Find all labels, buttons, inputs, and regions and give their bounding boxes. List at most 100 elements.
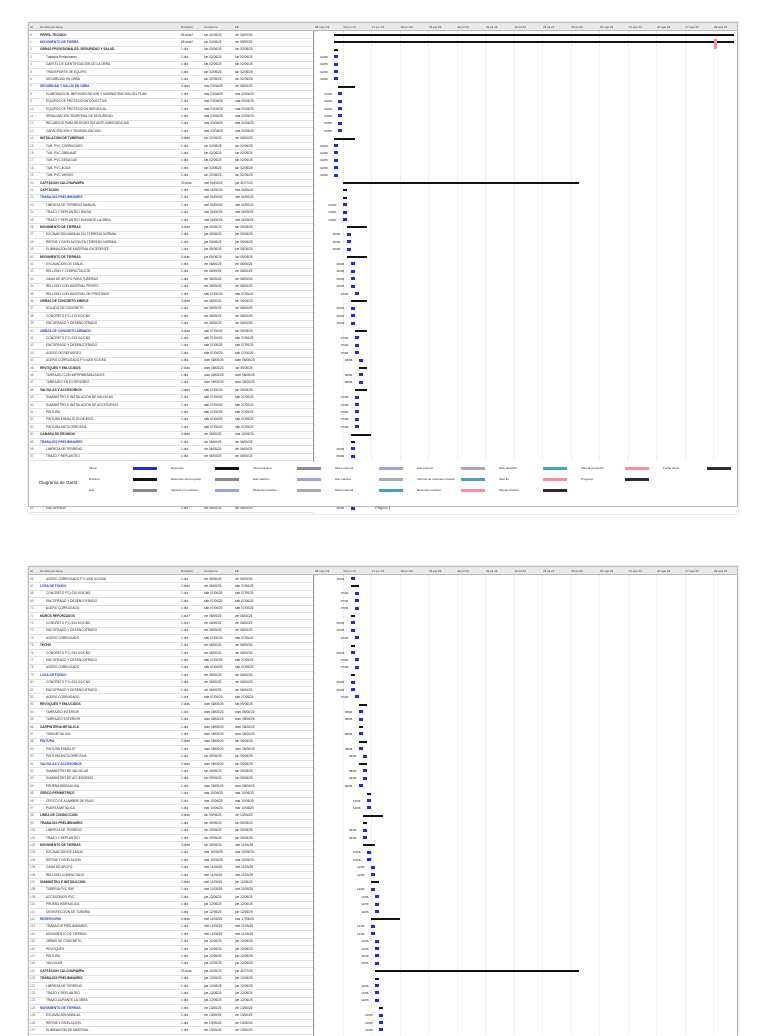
summary-bar[interactable] [350, 585, 359, 588]
summary-bar[interactable] [342, 189, 347, 192]
task-bar[interactable] [375, 954, 380, 958]
task-bar[interactable] [350, 688, 355, 691]
task-bar[interactable] [342, 203, 347, 207]
summary-bar[interactable] [358, 367, 367, 369]
summary-bar[interactable] [371, 918, 400, 921]
task-row[interactable]: 10 EQUIPOS DE PROTECCION INDIVIDUAL 1 día m… [29, 105, 313, 114]
task-bar[interactable] [375, 902, 380, 906]
task-row[interactable]: 29 ELIMINACION DE MATERIAL EXCEDENTE 1 día… [29, 246, 313, 254]
task-bar[interactable] [338, 99, 343, 103]
summary-bar[interactable] [334, 137, 355, 140]
task-bar[interactable] [362, 754, 367, 758]
task-row[interactable]: 47 TARRAJEO EN EXTERIORES 1 día dom 08/06/2… [29, 379, 313, 388]
summary-bar[interactable] [358, 703, 367, 706]
task-row[interactable]: 115 OBRAS DE CONCRETO 1 día jue 12/06/25 jue… [29, 938, 313, 946]
task-bar[interactable] [334, 77, 339, 81]
task-row[interactable]: 2 OBRAS PROVISIONALES, SEGURIDAD Y SALUD 1… [29, 46, 313, 55]
task-bar[interactable] [366, 850, 371, 854]
task-bar[interactable] [354, 606, 359, 610]
task-row[interactable]: 35 RELLENO CON MATERIAL DE PRESTAMO 1 día s… [29, 290, 313, 299]
task-row[interactable]: 15 TUB. PVC CORRUGADO 1 día lun 02/06/25 lun… [29, 142, 313, 151]
task-row[interactable]: 71 MUROS REFORZADOS 1 día? vie 06/06/25 vie … [29, 612, 313, 621]
task-row[interactable]: 81 ENCOFRADO Y DESENCOFRADO 1 día vie 06/06… [29, 686, 313, 695]
task-bar[interactable] [354, 591, 359, 595]
task-row[interactable]: 88 PINTURA 2 días dom 08/06/25 lun 09/06/25 [29, 738, 313, 747]
task-row[interactable]: 124 MOVIMIENTO DE TIERRAS 1 día vie 13/06/2… [29, 1004, 313, 1013]
task-bar[interactable] [350, 577, 355, 580]
task-row[interactable]: 43 ACERO DE REFUERZO 1 día sáb 07/06/25 sáb … [29, 349, 313, 358]
task-bar[interactable] [354, 636, 359, 640]
task-bar[interactable] [362, 828, 367, 832]
task-row[interactable]: 93 SUMINISTRO DE ACCESORIOS 1 día lun 09/06… [29, 775, 313, 784]
task-row[interactable]: 8 ELABORACION, IMPLEMENTACION Y ADMINISTR… [29, 90, 313, 99]
task-row[interactable]: 91 VALVULAS Y ACCESORIOS 2 días dom 08/06/2… [29, 760, 313, 769]
task-bar[interactable] [375, 998, 380, 1002]
summary-bar[interactable] [371, 881, 380, 884]
task-row[interactable]: 69 ENCOFRADO Y DESENCOFRADO 1 día sáb 07/06… [29, 597, 313, 606]
task-row[interactable]: 70 ACERO CORRUGADO 1 día sáb 07/06/25 sáb 07… [29, 605, 313, 613]
task-row[interactable]: 100 LIMPIEZA DE TERRENO 1 día lun 09/06/25 l… [29, 827, 313, 835]
task-bar[interactable] [366, 858, 371, 862]
task-bar[interactable] [371, 873, 376, 876]
task-row[interactable]: 27 EXCAVACION MANUAL EN TERRENO NORMAL 1 d… [29, 231, 313, 240]
task-bar[interactable] [358, 380, 363, 384]
task-bar[interactable] [350, 277, 355, 281]
task-row[interactable]: 105 CAMA DE APOYO 1 día mié 11/06/25 mié 11/… [29, 864, 313, 872]
task-row[interactable]: 1 MOVIMIENTO DE TIERRA 85 días? lun 02/06/2… [29, 38, 313, 47]
task-row[interactable]: 20 CAPTACION CALCHAPAMPA 33 días mié 04/06/… [29, 179, 313, 188]
task-bar[interactable] [379, 1013, 384, 1017]
task-row[interactable]: 39 ENCOFRADO Y DESENCOFRADO 1 día vie 06/06… [29, 320, 313, 328]
task-row[interactable]: 30 MOVIMIENTO DE TIERRAS 3 días jue 05/06/2… [29, 253, 313, 262]
task-bar[interactable] [334, 158, 339, 162]
task-bar[interactable] [350, 314, 355, 318]
task-bar[interactable] [334, 55, 339, 59]
task-bar[interactable] [354, 410, 359, 414]
task-bar[interactable] [354, 695, 359, 699]
task-row[interactable]: 98 LINEA DE CONDUCCION 4 días lun 09/06/25 v… [29, 812, 313, 821]
task-row[interactable]: 84 TARRAJEO INTERIOR 1 día dom 08/06/25 dom … [29, 708, 313, 717]
summary-bar[interactable] [358, 726, 363, 728]
task-row[interactable]: 55 TRABAJOS PRELIMINARES 1 día vie 06/06/25… [29, 438, 313, 447]
task-row[interactable]: 103 EXCAVACION DE ZANJA 1 día mar 10/06/25 m… [29, 849, 313, 858]
task-bar[interactable] [354, 292, 359, 295]
summary-bar[interactable] [334, 41, 734, 44]
task-bar[interactable] [354, 395, 359, 399]
summary-bar[interactable] [350, 433, 371, 436]
task-bar[interactable] [379, 1028, 384, 1032]
task-row[interactable]: 68 CONCRETO F'C=210 KG/CM2 1 día sáb 07/06/… [29, 590, 313, 599]
task-row[interactable]: 22 TRABAJOS PRELIMINARES 1 día mié 04/06/25… [29, 194, 313, 203]
task-row[interactable]: 46 TARRAJEO CON IMPERMEABILIZANTE 1 día dom… [29, 371, 313, 380]
task-row[interactable]: 123 TRAZO DURANTE LA OBRA 1 día jue 12/06/2… [29, 997, 313, 1006]
task-bar[interactable] [350, 262, 355, 266]
task-row[interactable]: 18 TUB. PVC AGUA 1 día lun 02/06/25 lun 02/0… [29, 164, 313, 173]
summary-bar[interactable] [362, 814, 384, 817]
summary-bar[interactable] [350, 300, 367, 303]
task-row[interactable]: 125 EXCAVACION MANUAL 1 día vie 13/06/25 vie… [29, 1012, 313, 1020]
task-row[interactable]: 109 ACCESORIOS PVC 1 día jue 12/06/25 jue 12… [29, 893, 313, 902]
task-bar[interactable] [334, 144, 339, 147]
task-bar[interactable] [358, 717, 363, 721]
task-row[interactable]: 42 ENCOFRADO Y DESENCOFRADO 1 día sáb 07/06… [29, 342, 313, 351]
task-bar[interactable] [354, 351, 359, 355]
task-bar[interactable] [358, 732, 363, 736]
summary-bar[interactable] [358, 763, 367, 765]
task-row[interactable]: 34 RELLENO CON MATERIAL PROPIO 1 día vie 06… [29, 283, 313, 291]
task-row[interactable]: 67 LOSA DE FONDO 2 días vie 06/06/25 sáb 07/… [29, 582, 313, 591]
task-bar[interactable] [366, 806, 371, 810]
task-row[interactable]: 38 CONCRETO F'C=175 KG/CM2 1 día vie 06/06/… [29, 312, 313, 321]
task-row[interactable]: 96 CERCO DE ALAMBRE DE PUAS 1 día mar 10/06… [29, 797, 313, 806]
task-bar[interactable] [338, 92, 343, 96]
task-bar[interactable] [350, 651, 355, 654]
task-bar[interactable] [375, 910, 380, 913]
task-bar[interactable] [350, 680, 355, 684]
summary-bar[interactable] [342, 196, 347, 199]
task-bar[interactable] [350, 506, 355, 510]
task-bar[interactable] [338, 114, 343, 118]
task-row[interactable]: 25 TRAZO Y REPLANTEO DURANTE LA OBRA 1 día… [29, 216, 313, 225]
task-row[interactable]: 13 CAPACITACION Y SENSIBILIZACION 1 día mar… [29, 127, 313, 136]
task-row[interactable]: 86 CARPINTERIA METALICA 1 día dom 08/06/25 d… [29, 723, 313, 732]
summary-bar[interactable] [338, 85, 355, 88]
task-row[interactable]: 104 REFINE Y NIVELACION 1 día mar 10/06/25 m… [29, 856, 313, 865]
task-row[interactable]: 111 DESINFECCION DE TUBERIA 1 día jue 12/06… [29, 908, 313, 917]
